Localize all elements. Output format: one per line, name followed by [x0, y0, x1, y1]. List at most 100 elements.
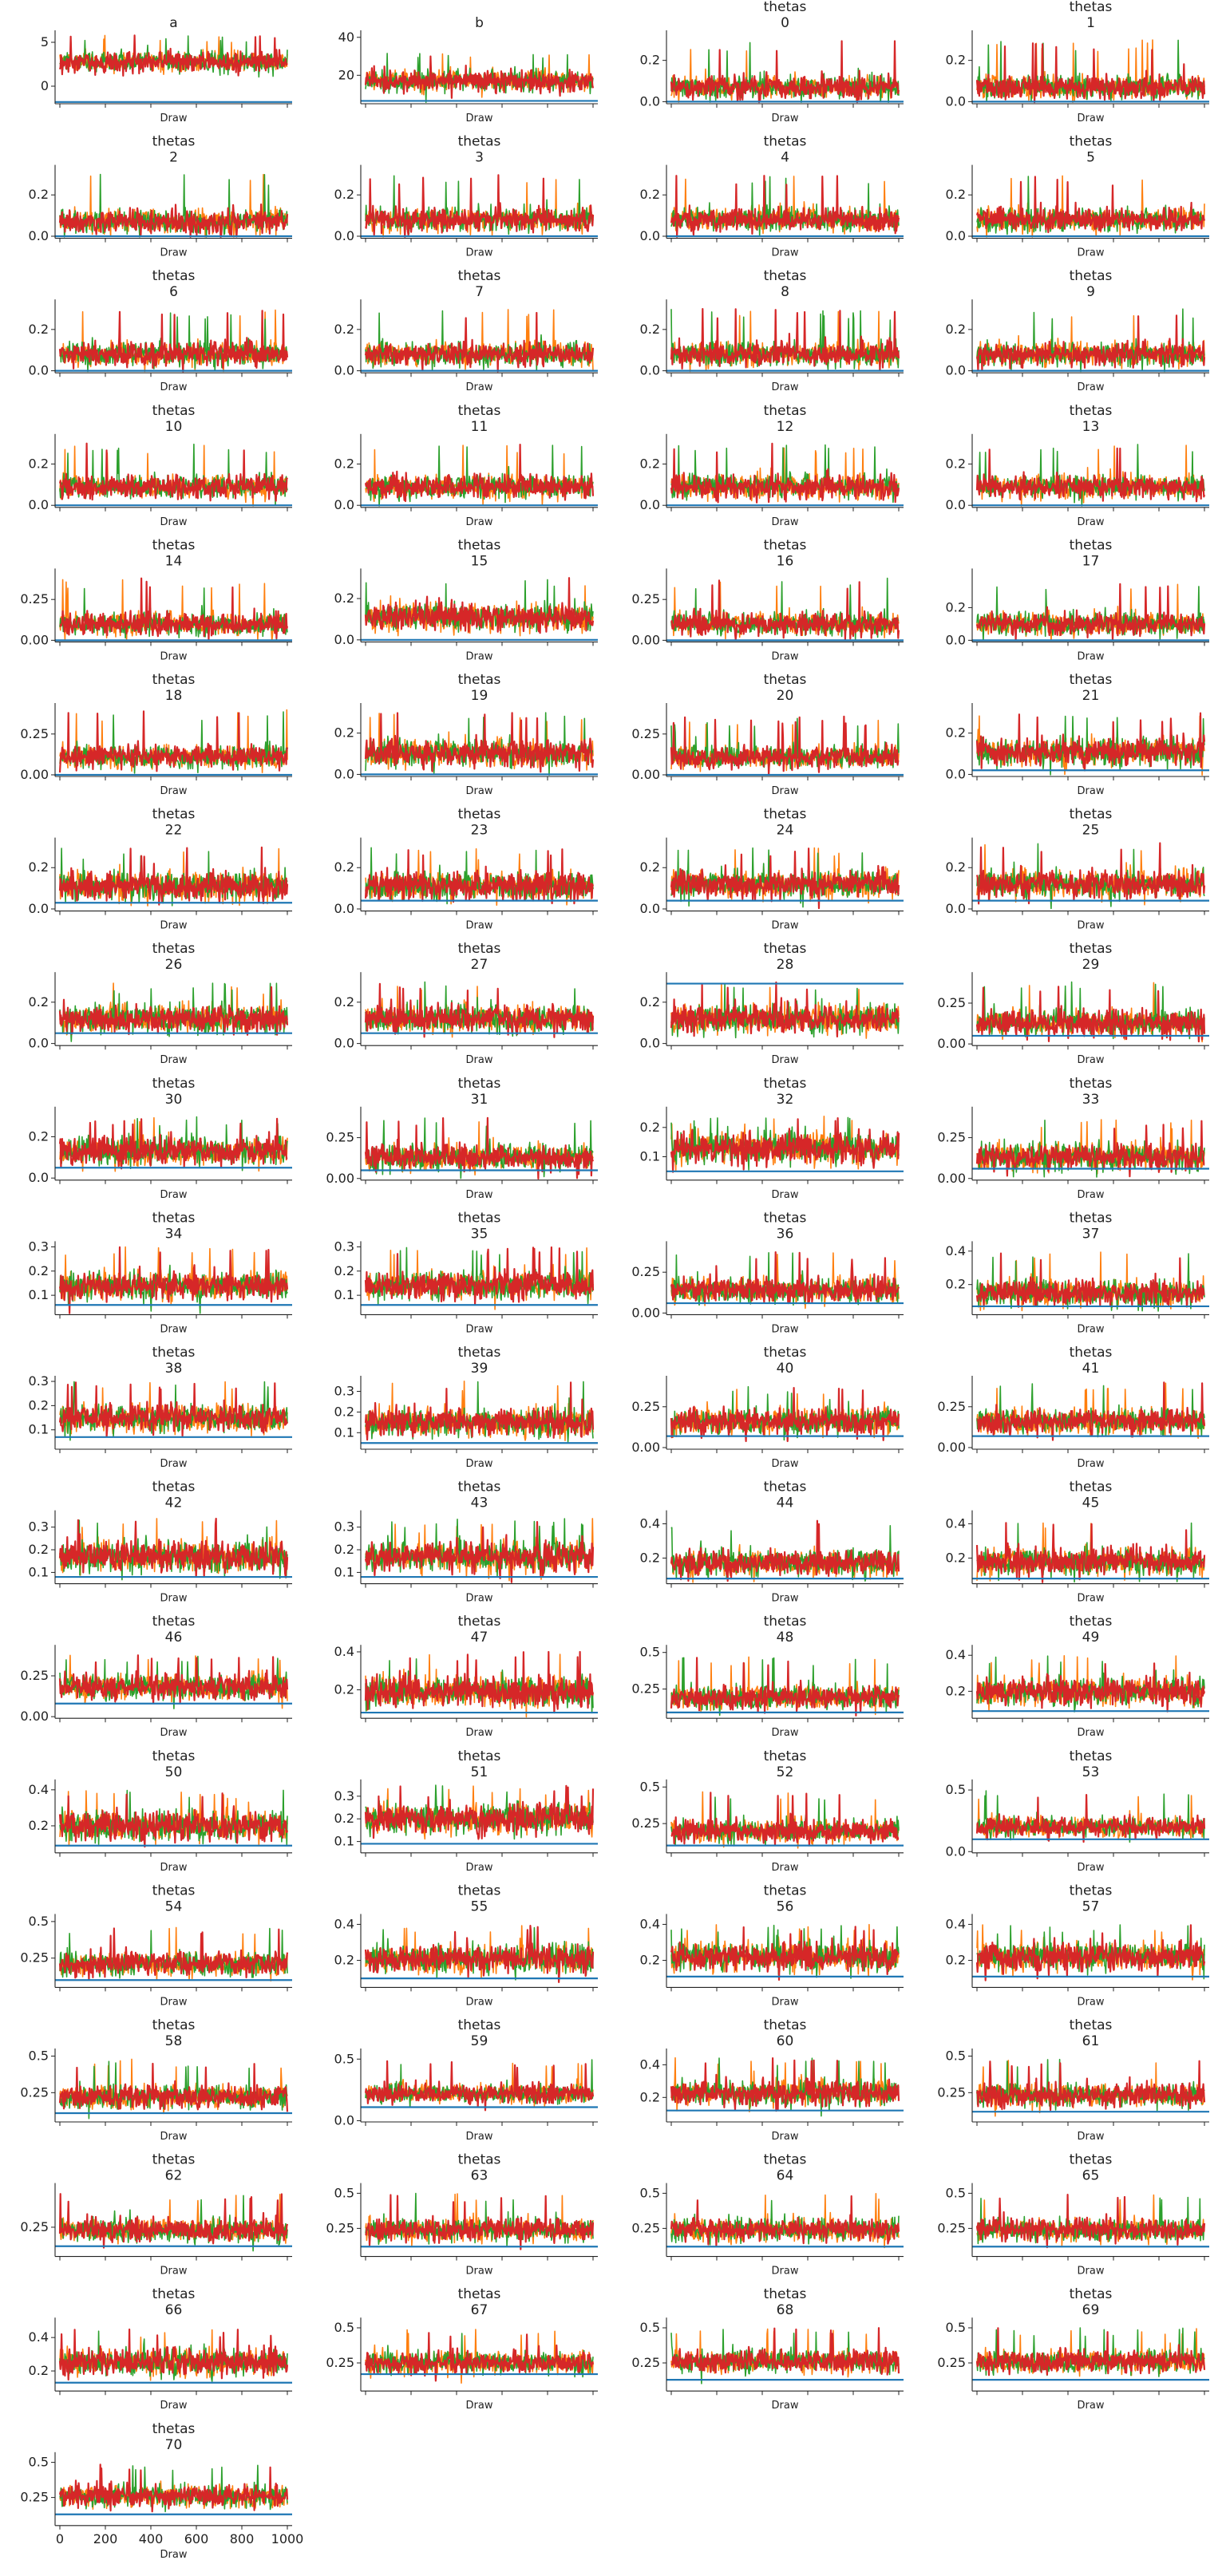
subplot-title: thetas — [458, 1748, 501, 1764]
y-tick-label: 0.3 — [334, 1384, 354, 1399]
subplot-title: thetas — [1070, 1748, 1113, 1764]
y-tick-label: 0.0 — [334, 2112, 354, 2128]
x-axis-label: Draw — [466, 1727, 493, 1739]
x-axis-label: Draw — [772, 381, 799, 393]
y-tick-label: 0.2 — [29, 2363, 49, 2378]
y-tick-label: 0.2 — [29, 994, 49, 1009]
x-axis-label: Draw — [772, 1996, 799, 2008]
y-tick-label: 40 — [338, 30, 354, 45]
y-tick-label: 0.2 — [334, 994, 354, 1009]
y-tick-label: 0.2 — [334, 1404, 354, 1419]
trace-chain-3 — [58, 203, 289, 238]
subplot-title: thetas — [152, 2286, 196, 2302]
y-tick-label: 0.2 — [334, 187, 354, 202]
subplot-title: 52 — [777, 1764, 794, 1780]
y-tick-label: 0.1 — [29, 1422, 49, 1437]
subplot-title: 30 — [165, 1092, 183, 1108]
trace-chain-2 — [365, 2059, 594, 2108]
y-tick-label: 0.2 — [334, 322, 354, 337]
y-tick-label: 0.2 — [946, 725, 966, 741]
trace-chain-2 — [365, 712, 594, 776]
trace-chain-3 — [975, 2327, 1206, 2376]
subplot-title: 59 — [471, 2033, 488, 2049]
y-tick-label: 0.00 — [937, 1036, 966, 1051]
y-tick-label: 0.2 — [334, 1263, 354, 1278]
y-tick-label: 0.2 — [640, 53, 660, 68]
subplot-title: thetas — [1070, 268, 1113, 284]
x-axis-label: Draw — [160, 650, 188, 662]
subplot-title: thetas — [764, 268, 807, 284]
y-tick-label: 0.00 — [937, 1171, 966, 1186]
trace-chain-3 — [670, 175, 900, 238]
x-axis-label: Draw — [772, 2400, 799, 2412]
x-axis-label: Draw — [160, 920, 188, 932]
subplot-title: 21 — [1082, 688, 1100, 704]
subplot-title: thetas — [152, 134, 196, 150]
trace-chain-3 — [364, 848, 595, 905]
trace-chain-1 — [59, 34, 288, 75]
x-axis-label: Draw — [1078, 650, 1105, 662]
subplot-title: thetas — [152, 1076, 196, 1092]
subplot-title: thetas — [458, 1883, 501, 1898]
subplot-title: thetas — [1070, 941, 1113, 957]
trace-chain-3 — [975, 842, 1206, 905]
x-axis-label: Draw — [466, 785, 493, 797]
y-tick-label: 0.0 — [29, 228, 49, 243]
subplot-title: thetas — [458, 1614, 501, 1630]
x-tick-label: 0 — [56, 2531, 64, 2546]
trace-chain-3 — [670, 1116, 900, 1173]
subplot-title: thetas — [458, 2152, 501, 2168]
y-tick-label: 0.5 — [640, 2185, 660, 2200]
subplot-title: thetas — [764, 2152, 807, 2168]
y-tick-label: 0.25 — [326, 2220, 354, 2235]
subplot-title: thetas — [1070, 2152, 1113, 2168]
x-axis-label: Draw — [1078, 1996, 1105, 2008]
y-tick-label: 0.2 — [946, 1953, 966, 1968]
x-axis-label: Draw — [466, 1862, 493, 1874]
y-tick-label: 0.3 — [334, 1788, 354, 1804]
trace-chain-3 — [58, 1117, 288, 1170]
y-tick-label: 0.2 — [640, 456, 660, 471]
subplot-title: 19 — [471, 688, 488, 704]
y-tick-label: 0.25 — [20, 1668, 49, 1683]
y-tick-label: 0.3 — [29, 1519, 49, 1535]
subplot-title: 37 — [1082, 1226, 1100, 1242]
trace-chain-3 — [670, 1519, 900, 1582]
trace-chain-3 — [364, 1246, 595, 1306]
subplot-title: thetas — [458, 403, 501, 419]
y-tick-label: 0.00 — [326, 1171, 354, 1186]
trace-chain-3 — [364, 311, 595, 373]
subplot-title: thetas — [152, 2421, 196, 2437]
y-tick-label: 0.0 — [29, 1170, 49, 1185]
trace-chain-3 — [365, 2194, 595, 2250]
subplot-title: thetas — [152, 268, 196, 284]
trace-chain-1 — [976, 444, 1205, 507]
trace-chain-3 — [975, 2194, 1206, 2249]
subplot-title: 28 — [777, 957, 794, 973]
x-axis-label: Draw — [466, 1323, 493, 1335]
y-tick-label: 0.25 — [20, 1950, 49, 1966]
x-axis-label: Draw — [1078, 920, 1105, 932]
y-tick-label: 0.25 — [937, 2355, 966, 2370]
trace-chain-3 — [975, 1120, 1205, 1178]
trace-chain-3 — [59, 577, 289, 641]
y-tick-label: 0.00 — [937, 1440, 966, 1455]
subplot-title: thetas — [764, 2286, 807, 2302]
y-tick-label: 0.2 — [946, 1550, 966, 1565]
trace-chain-3 — [58, 1927, 289, 1981]
subplot-title: 61 — [1082, 2033, 1100, 2049]
trace-chain-3 — [364, 55, 595, 99]
